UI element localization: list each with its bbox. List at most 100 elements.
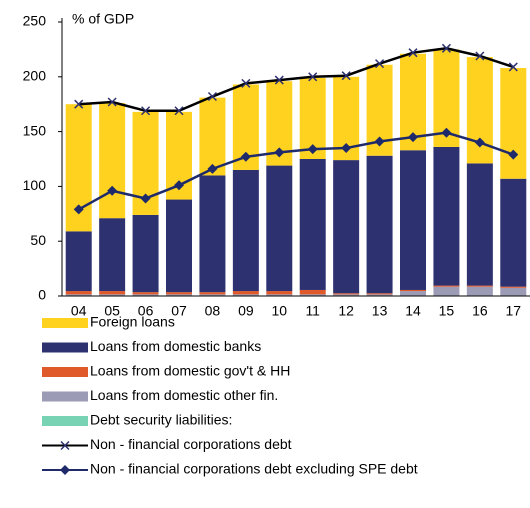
line-marker <box>274 75 284 85</box>
bar-segment <box>366 155 393 294</box>
line-marker <box>174 106 184 116</box>
bar-segment <box>299 289 326 295</box>
legend-swatch <box>42 318 88 328</box>
bar-segment <box>132 292 159 295</box>
bar-segment <box>65 291 92 295</box>
line-marker <box>307 144 318 155</box>
bar-segment <box>466 163 493 286</box>
x-tick-label: 04 <box>71 303 87 319</box>
bar-segment <box>266 291 293 295</box>
bar-segment <box>466 286 493 296</box>
bar-segment <box>400 291 426 296</box>
bar-segment <box>99 291 126 295</box>
legend-swatch <box>42 342 88 353</box>
line <box>78 131 514 211</box>
bar-segment <box>466 285 493 287</box>
bar-segment <box>333 160 360 294</box>
line-marker <box>73 204 84 215</box>
legend-swatch <box>42 367 88 377</box>
line-marker <box>241 78 251 88</box>
x-tick-label: 14 <box>405 303 421 319</box>
bar-segment <box>500 286 527 288</box>
legend-label: Non - financial corporations debt exclud… <box>90 461 418 477</box>
legend-label: Debt security liabilities: <box>90 412 232 428</box>
bar-segment <box>199 292 226 295</box>
line-marker <box>341 143 352 154</box>
bar-segment <box>366 294 393 296</box>
line-marker <box>74 99 84 109</box>
bar-segment <box>500 287 527 296</box>
bar-segment <box>266 165 293 292</box>
legend-swatch <box>60 465 70 475</box>
bar-segment <box>199 97 226 176</box>
x-tick-label: 07 <box>171 303 187 319</box>
bar-segment <box>299 294 326 296</box>
bar-segment <box>166 292 192 295</box>
legend-label: Non - financial corporations debt <box>90 436 292 452</box>
bar-segment <box>232 294 259 296</box>
bar-segment <box>333 293 360 295</box>
bar-segment <box>400 289 426 292</box>
line-marker <box>107 97 117 107</box>
line-marker <box>207 91 217 102</box>
legend-swatch <box>42 391 88 402</box>
x-tick-label: 06 <box>138 303 154 319</box>
line-marker <box>341 71 351 81</box>
x-tick-label: 10 <box>271 303 287 319</box>
x-tick-label: 08 <box>205 303 221 319</box>
bar-segment <box>299 159 326 290</box>
bar-segment <box>65 231 92 292</box>
bar-segment <box>500 178 527 287</box>
bar-segment <box>333 294 360 296</box>
line-marker <box>374 136 385 147</box>
bar-segment <box>232 291 259 295</box>
y-tick-label: 100 <box>23 177 47 193</box>
y-axis-label: % of GDP <box>72 11 134 27</box>
legend-swatch <box>60 440 70 451</box>
bar-segment <box>99 294 126 296</box>
y-tick-label: 0 <box>38 287 46 303</box>
y-tick-label: 200 <box>23 68 47 84</box>
line-marker <box>174 180 184 191</box>
line-marker <box>474 137 485 148</box>
line-marker <box>207 163 218 174</box>
legend-label: Loans from domestic banks <box>90 338 261 354</box>
y-tick-label: 50 <box>30 232 46 248</box>
bar-segment <box>500 68 527 179</box>
bar-segment <box>433 286 460 296</box>
bar-segment <box>132 294 159 296</box>
line-marker <box>475 51 485 61</box>
bar-segment <box>166 294 192 296</box>
line-marker <box>107 185 118 196</box>
bar-segment <box>99 103 126 219</box>
legend-label: Loans from domestic other fin. <box>90 387 278 403</box>
line-marker <box>441 43 451 53</box>
bar-segment <box>433 285 460 287</box>
bar-segment <box>199 294 226 296</box>
y-tick-label: 250 <box>23 13 47 29</box>
line-marker <box>508 62 518 72</box>
bar-segment <box>199 175 226 293</box>
x-tick-label: 09 <box>238 303 254 319</box>
bar-segment <box>366 293 393 295</box>
x-tick-label: 17 <box>505 303 521 319</box>
bar-segment <box>433 146 460 286</box>
x-tick-label: 12 <box>338 303 354 319</box>
bar-segment <box>400 150 426 290</box>
legend-label: Foreign loans <box>90 314 175 330</box>
y-tick-label: 150 <box>23 122 47 138</box>
legend-swatch <box>42 416 88 426</box>
x-tick-label: 11 <box>305 303 320 319</box>
line-marker <box>508 149 519 160</box>
line-marker <box>408 48 418 58</box>
line-marker <box>240 151 251 162</box>
line-marker <box>141 106 151 116</box>
line-marker <box>308 72 318 82</box>
line-marker <box>140 193 151 204</box>
line-marker <box>274 147 285 158</box>
bar-segment <box>99 218 126 292</box>
line-marker <box>408 132 418 143</box>
x-tick-label: 16 <box>472 303 488 319</box>
bar-segment <box>232 169 259 292</box>
